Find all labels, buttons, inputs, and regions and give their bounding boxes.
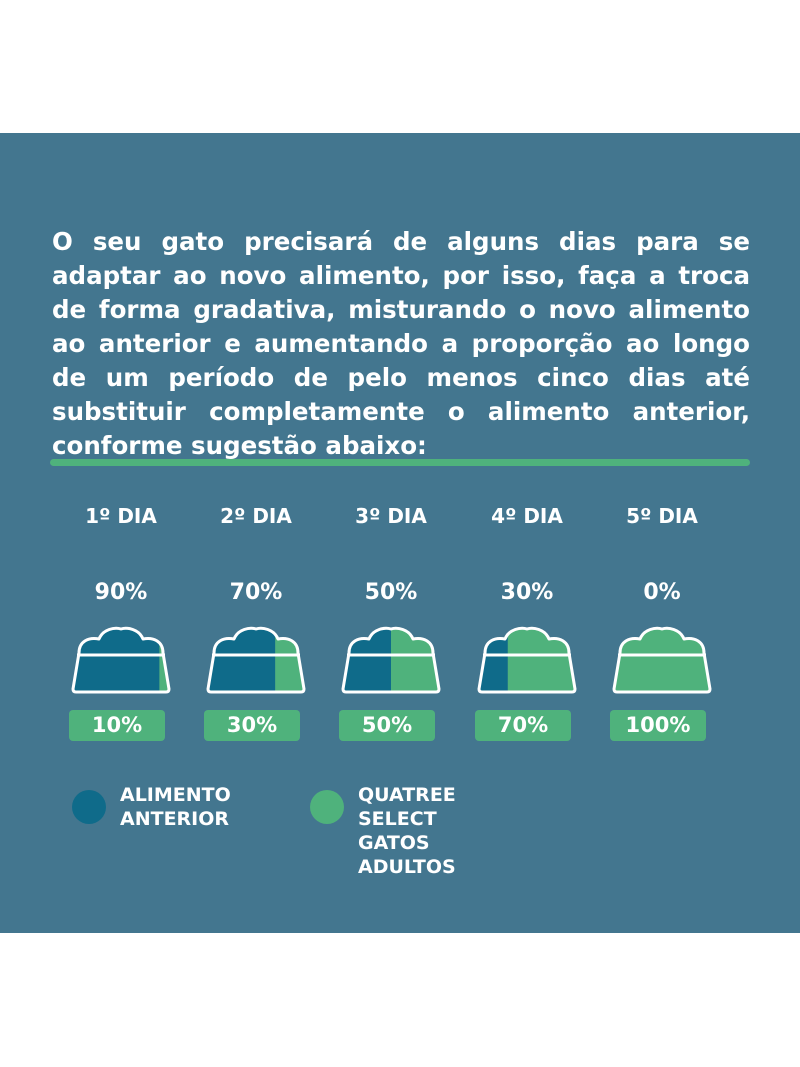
- day-label: 1º DIA: [85, 504, 157, 528]
- food-bowl-icon: [341, 626, 441, 694]
- food-bowl-icon: [612, 626, 712, 694]
- previous-food-percent: 50%: [364, 580, 418, 605]
- new-food-dot-icon: [310, 790, 344, 824]
- intro-text: O seu gato precisará de alguns dias para…: [52, 227, 750, 460]
- legend-new-label: QUATREE SELECT GATOS ADULTOS: [358, 784, 456, 878]
- legend-previous-label: ALIMENTO ANTERIOR: [120, 784, 231, 830]
- transition-panel: O seu gato precisará de alguns dias para…: [0, 133, 800, 933]
- previous-food-percent: 90%: [94, 580, 148, 605]
- food-bowl-icon: [477, 626, 577, 694]
- previous-food-percent: 70%: [229, 580, 283, 605]
- divider: [50, 459, 750, 466]
- day-label: 3º DIA: [355, 504, 427, 528]
- new-food-percent-badge: 10%: [69, 710, 165, 741]
- previous-food-percent: 0%: [643, 580, 681, 605]
- day-label: 5º DIA: [626, 504, 698, 528]
- new-food-percent-badge: 30%: [204, 710, 300, 741]
- new-food-percent-badge: 70%: [475, 710, 571, 741]
- day-label: 2º DIA: [220, 504, 292, 528]
- day-label: 4º DIA: [491, 504, 563, 528]
- previous-food-percent: 30%: [500, 580, 554, 605]
- new-food-percent-badge: 100%: [610, 710, 706, 741]
- food-bowl-icon: [71, 626, 171, 694]
- previous-food-dot-icon: [72, 790, 106, 824]
- food-bowl-icon: [206, 626, 306, 694]
- new-food-percent-badge: 50%: [339, 710, 435, 741]
